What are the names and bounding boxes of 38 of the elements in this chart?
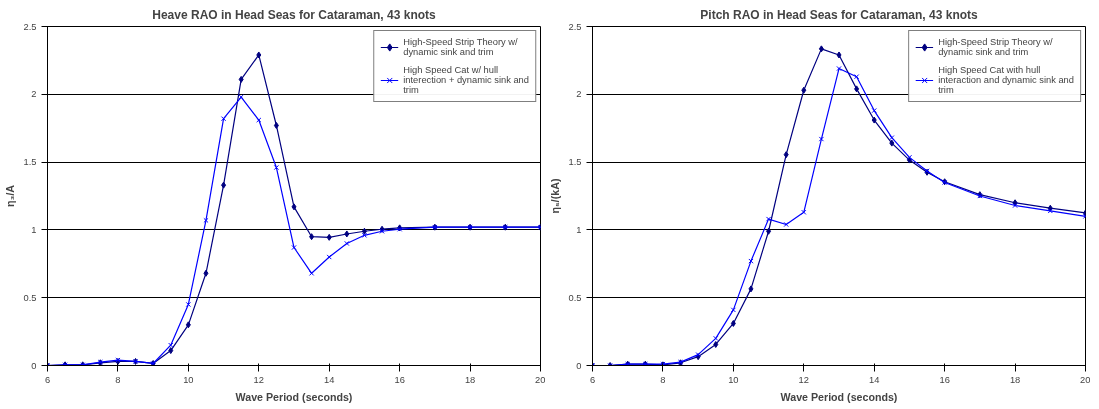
- y-axis-title: η₅/(kA): [548, 178, 561, 214]
- x-tick-label: 10: [728, 374, 739, 385]
- x-axis-title: Wave Period (seconds): [235, 390, 353, 403]
- x-tick-label: 12: [253, 374, 264, 385]
- legend-label: High Speed Cat with hull interaction and dynamic sink and trim: [938, 65, 1074, 95]
- x-tick-label: 16: [939, 374, 950, 385]
- x-tick-label: 16: [394, 374, 405, 385]
- x-tick-label: 14: [324, 374, 335, 385]
- y-tick-label: 2: [31, 89, 37, 100]
- y-tick-label: 2: [576, 89, 582, 100]
- legend-label: High-Speed Strip Theory w/ dynamic sink and trim: [938, 37, 1053, 57]
- x-tick-label: 10: [183, 374, 194, 385]
- y-tick-label: 1.5: [568, 157, 582, 168]
- y-axis-title: η₃/A: [3, 184, 16, 208]
- y-tick-label: 0.5: [23, 292, 37, 303]
- y-tick-label: 2.5: [23, 21, 37, 32]
- y-tick-label: 0: [31, 360, 37, 371]
- x-tick-label: 18: [1009, 374, 1021, 385]
- y-tick-label: 1: [31, 224, 37, 235]
- y-tick-label: 0.5: [568, 292, 582, 303]
- x-tick-label: 8: [660, 374, 666, 385]
- x-tick-label: 6: [589, 374, 596, 385]
- y-tick-label: 0: [576, 360, 582, 371]
- y-tick-label: 2.5: [568, 21, 582, 32]
- x-tick-label: 14: [869, 374, 880, 385]
- chart-title: Pitch RAO in Head Seas for Cataraman, 43 knots: [700, 7, 979, 22]
- x-tick-label: 8: [115, 374, 121, 385]
- legend-label: High-Speed Strip Theory w/ dynamic sink and trim: [403, 37, 518, 57]
- y-tick-label: 1.5: [23, 157, 37, 168]
- x-tick-label: 20: [1080, 374, 1091, 385]
- x-tick-label: 12: [798, 374, 809, 385]
- x-axis-title: Wave Period (seconds): [780, 390, 898, 403]
- x-tick-label: 20: [535, 374, 546, 385]
- chart-title: Heave RAO in Head Seas for Cataraman, 43 knots: [152, 7, 437, 22]
- legend-label: High Speed Cat w/ hull interection + dynamic sink and trim: [403, 65, 529, 95]
- x-tick-label: 18: [464, 374, 476, 385]
- y-tick-label: 1: [576, 224, 582, 235]
- x-tick-label: 6: [44, 374, 51, 385]
